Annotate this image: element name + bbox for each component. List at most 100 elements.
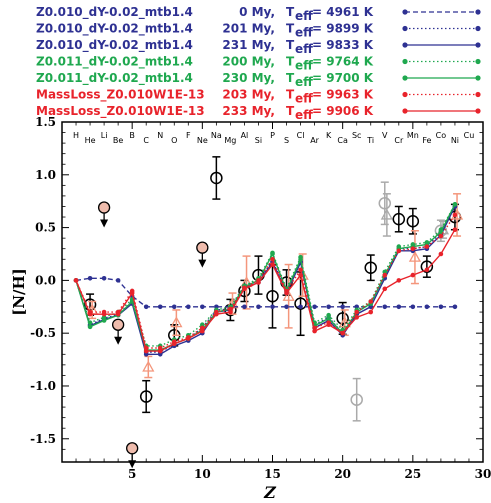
element-label-Fe: Fe [422, 136, 431, 145]
series-point [326, 304, 331, 310]
series-point [452, 227, 458, 233]
series-point [452, 212, 458, 218]
element-label-H: H [73, 131, 79, 140]
legend-marker-end-1 [475, 25, 481, 32]
series-point [312, 328, 317, 334]
legend-teff-label-3: T [286, 55, 295, 69]
element-label-Be: Be [113, 136, 123, 145]
series-point [214, 304, 219, 310]
legend-age-6: 233 My, [222, 104, 275, 118]
series-point [143, 348, 149, 354]
series-point [354, 315, 360, 320]
series-point [424, 304, 430, 310]
legend-name-3: Z0.011_dY-0.02_mtb1.4 [36, 55, 193, 70]
series-point [256, 280, 261, 285]
series-point [326, 316, 331, 321]
observations-layer [83, 156, 464, 469]
series-point [368, 309, 374, 315]
element-label-Cu: Cu [464, 131, 475, 140]
element-label-N: N [157, 131, 163, 140]
obs-point-18 [282, 289, 295, 301]
series-point [368, 304, 374, 310]
legend-marker-end-0 [475, 9, 481, 15]
legend-teff-label-0: T [286, 5, 295, 19]
legend-marker-end-5 [475, 91, 481, 98]
series-point [87, 324, 93, 330]
series-point [382, 304, 388, 310]
legend-age-2: 231 My, [222, 38, 275, 52]
series-point [298, 256, 303, 262]
legend-teff-5: = 9963 K [312, 88, 374, 102]
series-point [438, 251, 444, 257]
series-point [396, 248, 402, 254]
y-tick-label-1: -1.0 [30, 379, 56, 393]
element-label-C: C [143, 136, 149, 145]
obs-point-28 [406, 215, 420, 228]
legend-age-3: 200 My, [222, 55, 275, 69]
obs-point-24 [364, 261, 377, 274]
legend-teff-3: = 9764 K [312, 55, 374, 69]
element-label-Na: Na [211, 131, 222, 140]
series-line-0 [75, 277, 455, 308]
x-tick-label-1: 10 [194, 467, 211, 481]
series-point [354, 309, 360, 315]
element-label-O: O [171, 136, 177, 145]
legend-teff-label-2: T [286, 38, 295, 52]
legend-teff-label-1: T [286, 22, 295, 36]
series-point [101, 275, 107, 281]
series-point [326, 322, 331, 328]
obs-limit-arrow [198, 259, 207, 268]
series-line-6 [75, 229, 456, 352]
y-tick-label-0: -1.5 [30, 432, 56, 446]
obs-point-16 [266, 289, 279, 303]
legend-marker-end-2 [475, 42, 481, 48]
y-tick-label-6: 1.5 [35, 115, 56, 129]
legend-teff-sub-5: eff [295, 92, 313, 106]
series-point [270, 256, 275, 262]
series-point [129, 290, 135, 296]
legend-marker-1 [402, 25, 408, 32]
series-point [157, 351, 163, 357]
series-point [410, 304, 416, 310]
legend-marker-end-3 [475, 58, 481, 65]
series-point [368, 299, 374, 304]
obs-limit-arrow [128, 460, 137, 469]
element-label-B: B [129, 131, 135, 140]
series-line-5 [75, 214, 456, 349]
series-point [438, 233, 444, 239]
series-point [256, 304, 261, 310]
y-axis-label: [N/H] [10, 268, 28, 316]
legend-name-6: MassLoss_Z0.010W1E-13 [36, 104, 205, 119]
obs-limit-arrow [100, 219, 109, 228]
legend-marker-0 [402, 9, 408, 15]
legend-marker-3 [402, 58, 408, 65]
element-label-V: V [382, 131, 388, 140]
y-tick-label-3: 0.0 [35, 273, 56, 287]
series-point [424, 244, 430, 249]
obs-point-2 [97, 201, 111, 214]
series-point [298, 304, 303, 310]
series-point [186, 336, 191, 341]
series-6 [73, 227, 458, 354]
series-point [354, 304, 360, 310]
element-label-Co: Co [436, 131, 447, 140]
legend-teff-6: = 9906 K [312, 104, 374, 118]
obs-point-29 [408, 250, 422, 262]
element-label-Cr: Cr [394, 136, 404, 145]
series-line-4 [75, 204, 456, 351]
legend-age-0: 0 My, [239, 5, 275, 19]
series-point [228, 309, 233, 315]
legend-marker-6 [402, 108, 408, 114]
x-tick-label-4: 25 [404, 467, 421, 481]
element-label-Ti: Ti [366, 136, 374, 145]
series-point [101, 318, 107, 323]
obs-point-6 [142, 360, 155, 372]
series-point [396, 304, 402, 310]
y-tick-label-5: 1.0 [35, 168, 56, 182]
obs-limit-arrow [114, 336, 123, 345]
obs-point-4 [126, 442, 139, 455]
series-point [326, 312, 331, 318]
